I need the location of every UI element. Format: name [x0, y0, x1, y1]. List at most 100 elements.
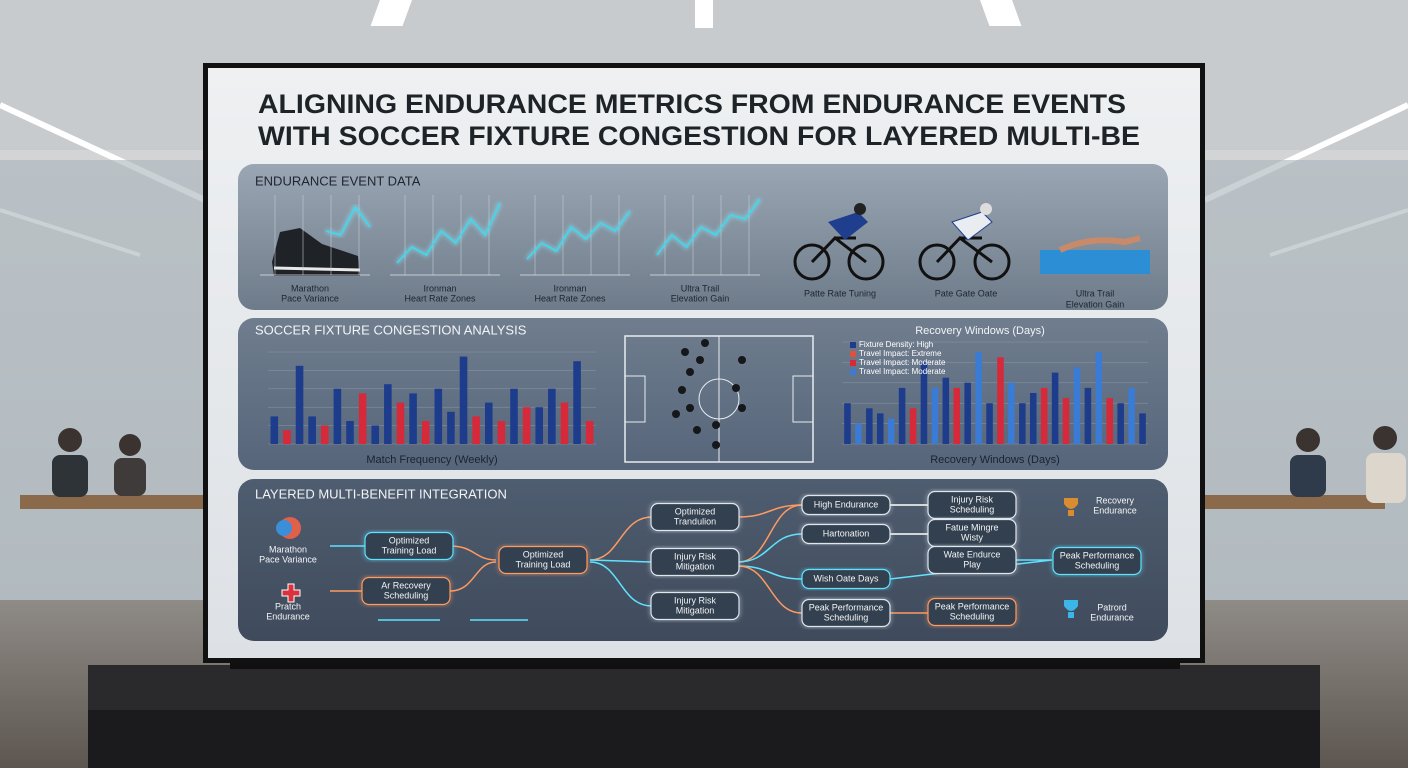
trophy-icon	[1064, 498, 1078, 516]
node-label: Trandulion	[674, 516, 716, 526]
bar	[844, 403, 851, 444]
sparkline	[325, 205, 371, 236]
node-label: Endurance	[1093, 505, 1137, 515]
person	[58, 428, 82, 452]
bar	[1040, 387, 1048, 444]
rider-head	[980, 203, 992, 215]
bar	[346, 421, 354, 444]
node-label: Optimized	[675, 506, 716, 516]
legend-swatch	[850, 369, 856, 375]
node-label: Pratch	[275, 601, 301, 611]
node-label: Wisty	[961, 532, 983, 542]
bar	[1084, 387, 1092, 444]
photo-label: Patte Rate Tuning	[804, 288, 876, 298]
bar	[975, 352, 982, 444]
node-label: Marathon	[269, 544, 307, 554]
sparkline-label: Elevation Gain	[671, 293, 730, 303]
sparkline-label: Heart Rate Zones	[404, 293, 476, 303]
node-label: Scheduling	[1075, 560, 1120, 570]
node	[801, 494, 891, 516]
node-label: Scheduling	[824, 612, 869, 622]
pitch	[624, 375, 646, 423]
person	[1373, 426, 1397, 450]
brain-icon	[276, 520, 292, 536]
light	[370, 0, 412, 26]
cross-icon	[281, 583, 301, 603]
bar	[1062, 398, 1070, 444]
node	[801, 523, 891, 545]
bar	[585, 421, 594, 444]
cyclist	[793, 235, 1011, 281]
pitch	[792, 375, 814, 423]
bar	[1051, 372, 1059, 444]
person	[114, 458, 146, 496]
node-label: Recovery	[1096, 495, 1135, 505]
bar	[876, 413, 884, 444]
node-label: Fatue Mingre	[945, 522, 998, 532]
node-label: Endurance	[1090, 612, 1134, 622]
node	[927, 597, 1017, 627]
glass-wall	[0, 160, 205, 640]
node-label: Scheduling	[950, 611, 995, 621]
person	[1290, 455, 1326, 497]
node-label: Scheduling	[950, 504, 995, 514]
node	[650, 502, 740, 532]
node-label: Hartonation	[823, 528, 870, 538]
bar	[421, 421, 430, 444]
sparkline	[656, 198, 761, 256]
sparkline-label: Ironman	[553, 283, 586, 293]
trophy-icon	[1064, 600, 1078, 618]
section-heading: ENDURANCE EVENT DATA	[255, 173, 421, 188]
node	[650, 591, 740, 621]
bar	[909, 408, 917, 444]
panel	[238, 164, 1168, 310]
node-label: Injury Risk	[674, 595, 717, 605]
sparkline-label: Marathon	[291, 283, 329, 293]
rider-head	[854, 203, 866, 215]
sparkline-label: Pace Variance	[281, 293, 339, 303]
node	[1052, 546, 1142, 576]
bar	[497, 421, 506, 444]
sparkline	[526, 210, 631, 260]
rider	[951, 211, 993, 241]
bar	[953, 387, 961, 444]
section-heading: SOCCER FIXTURE CONGESTION ANALYSIS	[255, 322, 527, 337]
legend-label: Travel Impact: Moderate	[859, 367, 946, 376]
title: WITH SOCCER FIXTURE CONGESTION FOR LAYER…	[258, 121, 1140, 151]
bar	[942, 377, 950, 444]
bar	[920, 362, 928, 444]
node	[498, 545, 588, 575]
bar	[358, 393, 367, 444]
node-label: Ar Recovery	[381, 580, 431, 590]
bar	[1106, 398, 1114, 444]
bar	[560, 402, 569, 444]
bar	[1128, 387, 1135, 444]
node-label: Training Load	[516, 559, 571, 569]
chart-title: Recovery Windows (Days)	[915, 325, 1045, 337]
x-axis-label: Match Frequency (Weekly)	[366, 454, 497, 466]
light	[695, 0, 713, 28]
bar	[1095, 352, 1103, 444]
bar	[409, 393, 417, 444]
person	[1296, 428, 1320, 452]
bar	[484, 402, 493, 444]
node	[801, 568, 891, 590]
section-heading: LAYERED MULTI-BENEFIT INTEGRATION	[255, 486, 507, 501]
shoe-sole	[273, 266, 361, 272]
bar	[931, 387, 939, 444]
node-label: Optimized	[523, 549, 564, 559]
node	[361, 576, 451, 606]
node	[927, 545, 1017, 575]
swimmer	[1058, 235, 1141, 253]
legend-label: Travel Impact: Extreme	[859, 349, 942, 358]
title: ALIGNING ENDURANCE METRICS FROM ENDURANC…	[258, 89, 1126, 119]
node-label: Mitigation	[676, 561, 715, 571]
node-label: Pace Variance	[259, 554, 317, 564]
node	[650, 547, 740, 577]
rider	[828, 212, 868, 240]
node-label: Injury Risk	[674, 551, 717, 561]
node-label: Training Load	[382, 545, 437, 555]
node-label: Peak Performance	[1060, 550, 1135, 560]
bar	[447, 411, 455, 444]
